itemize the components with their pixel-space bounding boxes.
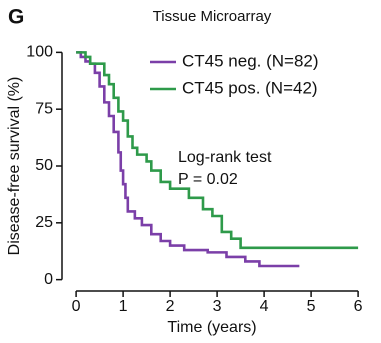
panel-label: G <box>8 6 24 29</box>
legend-label: CT45 pos. (N=42) <box>182 78 318 97</box>
y-tick-label: 0 <box>44 271 53 288</box>
survival-curve <box>76 51 300 268</box>
x-tick-label: 1 <box>119 298 128 315</box>
x-tick-label: 0 <box>72 298 81 315</box>
y-tick-label: 75 <box>35 100 53 117</box>
y-axis-label: Disease-free survival (%) <box>6 77 23 256</box>
x-axis-label: Time (years) <box>167 319 256 336</box>
x-tick-label: 5 <box>307 298 316 315</box>
x-tick-label: 4 <box>260 298 269 315</box>
annotation: Log-rank test <box>178 149 272 166</box>
annotation: P = 0.02 <box>178 171 238 188</box>
y-tick-label: 50 <box>35 157 53 174</box>
x-tick-label: 6 <box>354 298 363 315</box>
x-tick-label: 2 <box>166 298 175 315</box>
y-tick-label: 25 <box>35 214 53 231</box>
survival-curve <box>76 51 359 250</box>
legend-label: CT45 neg. (N=82) <box>182 51 319 70</box>
y-tick-label: 100 <box>26 44 53 61</box>
x-tick-label: 3 <box>213 298 222 315</box>
chart-title: Tissue Microarray <box>153 8 272 25</box>
